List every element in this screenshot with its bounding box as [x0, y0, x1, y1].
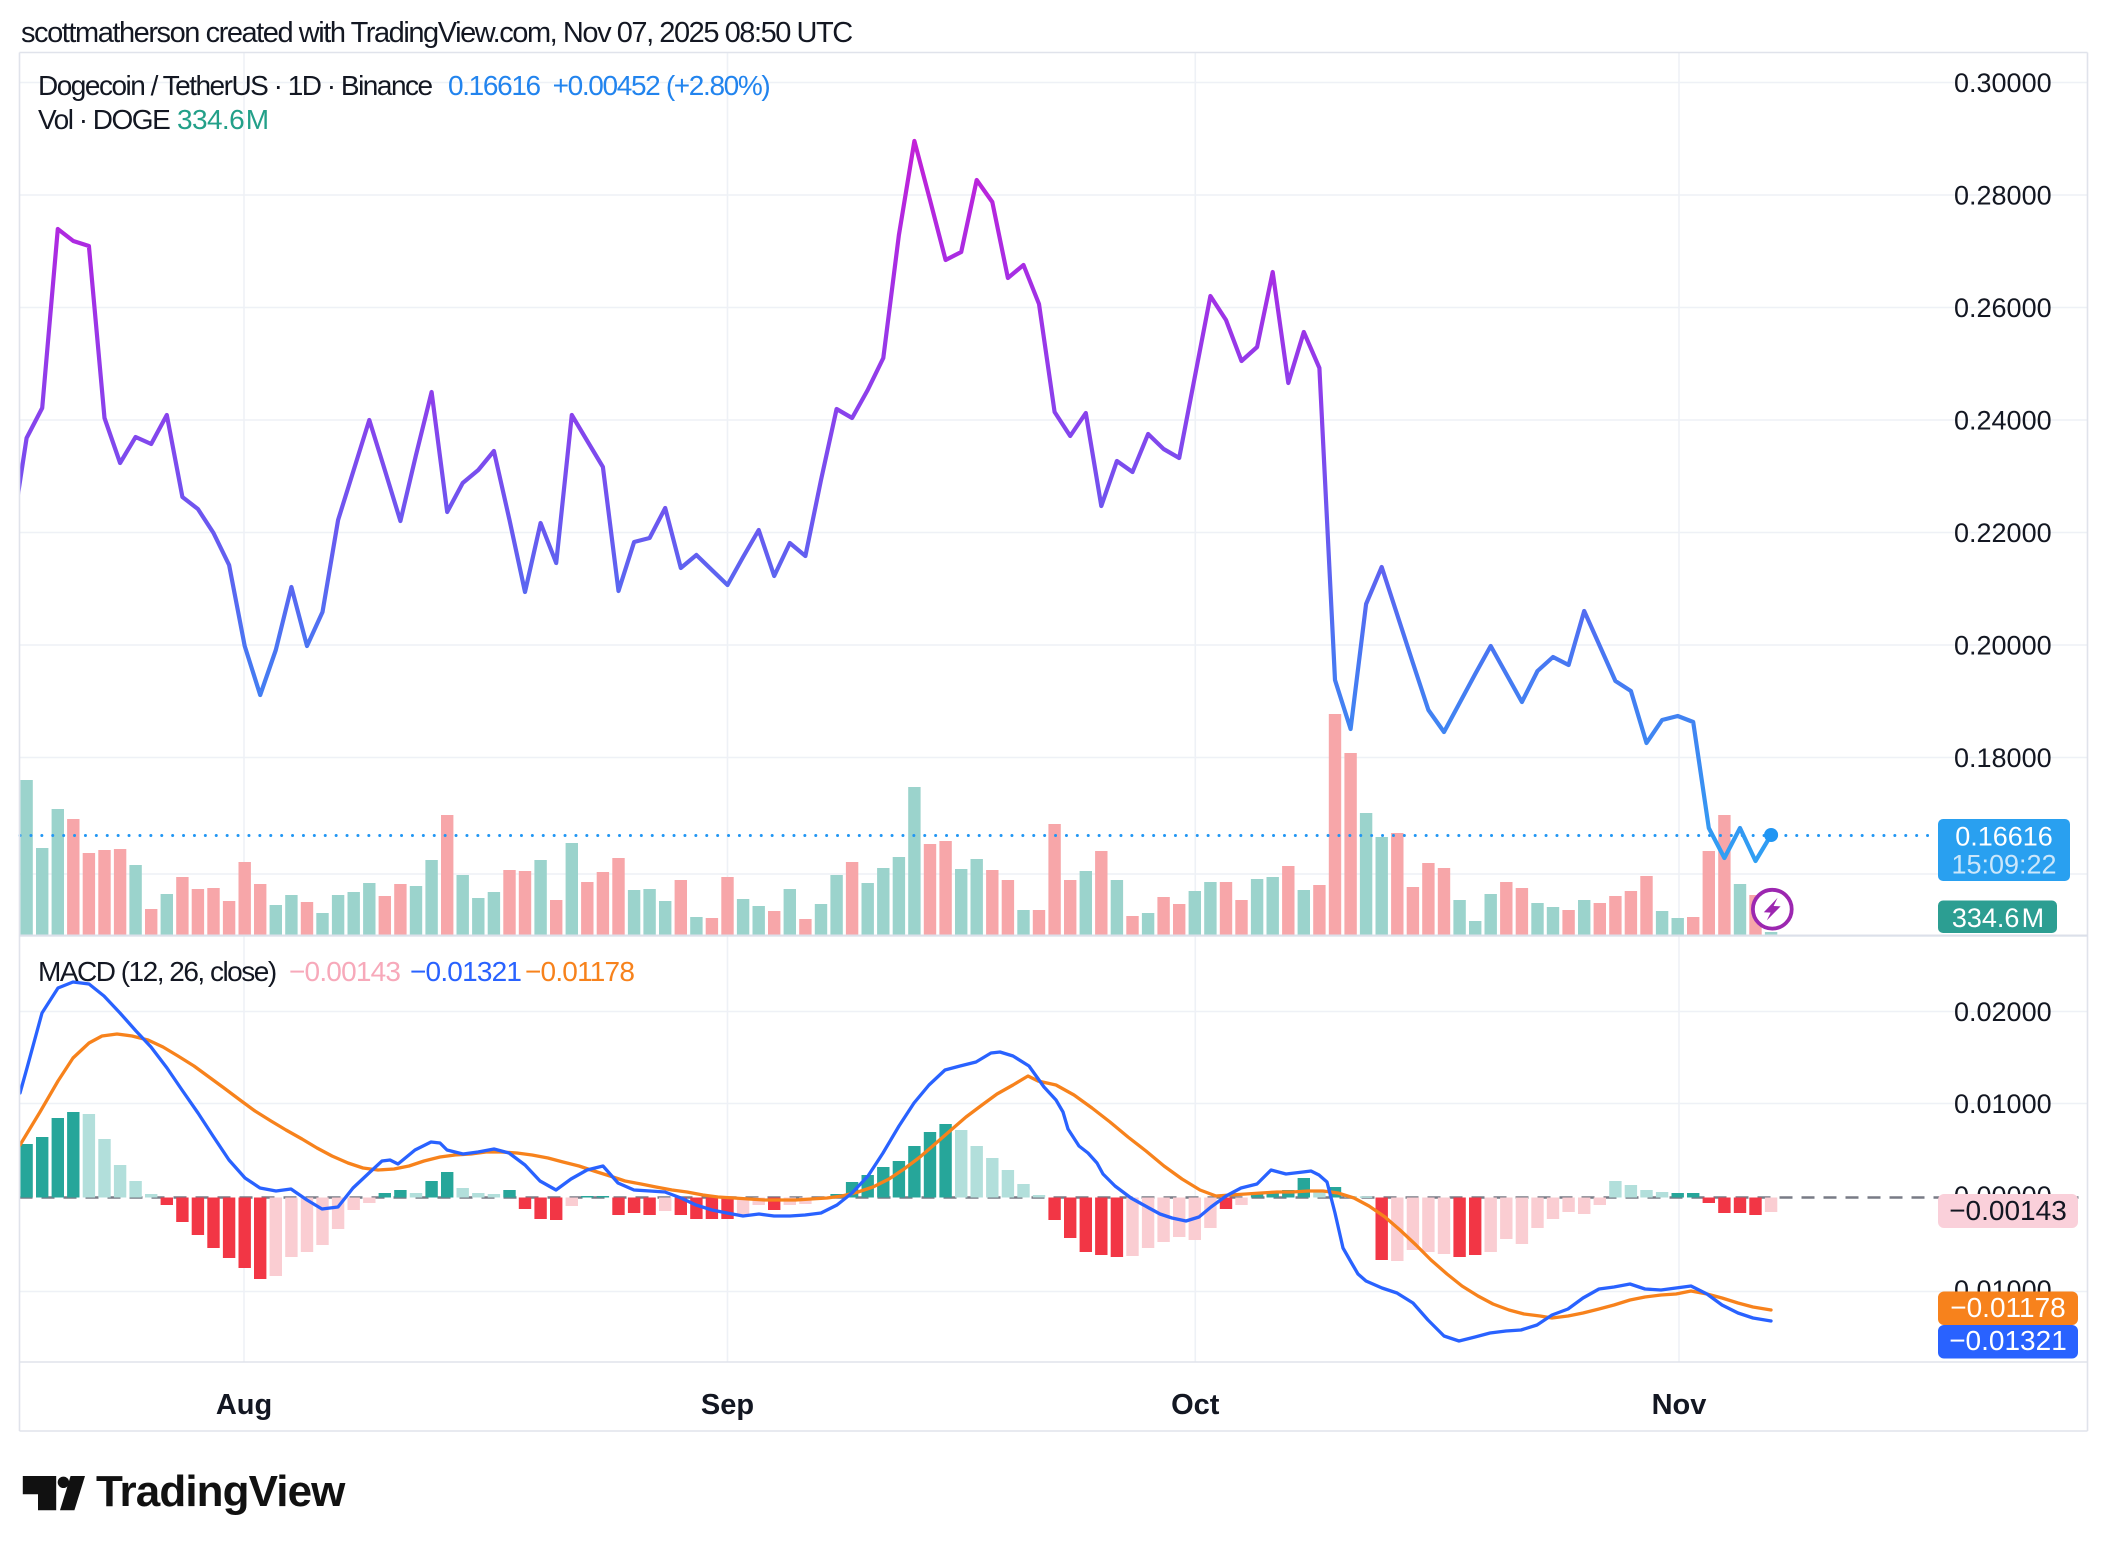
svg-text:0.24000: 0.24000 — [1954, 406, 2052, 436]
svg-text:Sep: Sep — [701, 1389, 754, 1421]
svg-text:15:09:22: 15:09:22 — [1951, 850, 2056, 880]
svg-text:0.16616 +0.00452 (+2.80%): 0.16616 +0.00452 (+2.80%) — [448, 70, 769, 101]
svg-text:0.30000: 0.30000 — [1954, 68, 2052, 98]
svg-text:−0.01321: −0.01321 — [1949, 1325, 2067, 1356]
svg-text:Dogecoin / TetherUS · 1D · Bin: Dogecoin / TetherUS · 1D · Binance — [38, 70, 433, 101]
svg-text:334.6 M: 334.6 M — [1952, 903, 2044, 933]
svg-text:scottmatherson created with Tr: scottmatherson created with TradingView.… — [21, 17, 852, 49]
svg-text:0.16616: 0.16616 — [1955, 822, 2053, 852]
svg-text:Oct: Oct — [1171, 1389, 1220, 1421]
svg-text:Aug: Aug — [216, 1389, 272, 1421]
svg-text:Vol · DOGE: Vol · DOGE — [38, 104, 170, 135]
svg-text:−0.01321: −0.01321 — [410, 956, 521, 987]
svg-text:MACD (12, 26, close): MACD (12, 26, close) — [38, 956, 276, 987]
svg-text:−0.00143: −0.00143 — [1949, 1195, 2067, 1226]
svg-text:Nov: Nov — [1652, 1389, 1707, 1421]
svg-text:0.20000: 0.20000 — [1954, 631, 2052, 661]
svg-text:−0.01178: −0.01178 — [525, 956, 634, 987]
svg-text:−0.00143: −0.00143 — [289, 956, 400, 987]
svg-text:0.26000: 0.26000 — [1954, 293, 2052, 323]
svg-text:TradingView: TradingView — [96, 1467, 346, 1516]
svg-text:0.18000: 0.18000 — [1954, 743, 2052, 773]
svg-text:0.02000: 0.02000 — [1954, 997, 2052, 1027]
svg-text:−0.01178: −0.01178 — [1950, 1292, 2066, 1323]
svg-text:0.22000: 0.22000 — [1954, 518, 2052, 548]
svg-text:0.01000: 0.01000 — [1954, 1089, 2052, 1119]
svg-text:0.28000: 0.28000 — [1954, 181, 2052, 211]
svg-text:334.6 M: 334.6 M — [177, 104, 269, 135]
